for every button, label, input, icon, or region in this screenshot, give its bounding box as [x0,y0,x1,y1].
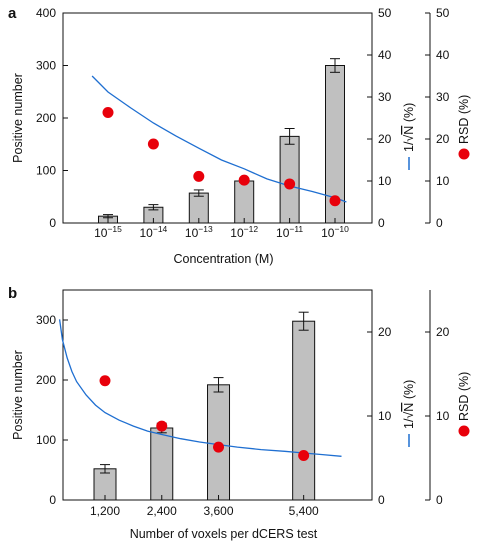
right1-tick-label: 50 [378,6,392,20]
y-tick-label: 200 [36,373,56,387]
right2-tick-label: 10 [436,409,450,423]
right1-axis-label-group: 1/√N (%) [402,380,416,447]
x-tick-base: 10 [140,226,154,240]
rsd-point [213,441,225,453]
right2-axis-label: RSD (%) [457,95,471,144]
right2-tick-label: 30 [436,90,450,104]
right2-tick-label: 50 [436,6,450,20]
right1-tick-label: 20 [378,325,392,339]
right2-tick-label: 40 [436,48,450,62]
inverse-sqrt-n-line [91,75,347,203]
right2-axis-label-group: RSD (%) [457,95,471,160]
right2-tick-label: 10 [436,174,450,188]
x-tick-label: 10−10 [321,224,349,240]
y-tick-label: 200 [36,111,56,125]
rsd-point [147,138,159,150]
right2-axis-label-group: RSD (%) [457,372,471,437]
rsd-point [298,449,310,461]
x-tick-label: 5,400 [289,504,319,518]
right2-tick-label: 0 [436,493,443,507]
x-tick-exponent: −12 [244,224,259,234]
right1-tick-label: 10 [378,409,392,423]
dot-legend-swatch [458,425,470,437]
y-axis-label: Positive number [11,73,25,163]
right2-tick-label: 20 [436,132,450,146]
rsd-point [284,178,296,190]
y-tick-label: 400 [36,6,56,20]
y-tick-label: 300 [36,59,56,73]
sqrt-sign: √ [402,135,416,142]
y-tick-label: 100 [36,433,56,447]
x-tick-label: 10−12 [230,224,258,240]
x-tick-base: 10 [321,226,335,240]
label-suffix: (%) [402,380,416,403]
x-tick-exponent: −15 [107,224,122,234]
right2-tick-label: 20 [436,325,450,339]
bar [150,427,174,501]
y-tick-label: 0 [49,493,56,507]
x-tick-exponent: −11 [289,224,303,234]
right2-axis-label: RSD (%) [457,372,471,421]
label-prefix: 1/ [402,418,416,429]
x-tick-base: 10 [94,226,108,240]
y-tick-label: 100 [36,164,56,178]
rsd-point [238,174,250,186]
sqrt-sign: √ [402,412,416,419]
x-tick-label: 3,600 [204,504,234,518]
rsd-point [329,195,341,207]
y-tick-label: 0 [49,216,56,230]
panel-letter: a [8,5,17,22]
x-tick-label: 10−14 [140,224,168,240]
right1-tick-label: 40 [378,48,392,62]
x-tick-base: 10 [230,226,244,240]
label-n: N [402,403,416,412]
x-tick-label: 10−13 [185,224,213,240]
right1-axis-label: 1/√N (%) [402,103,416,152]
x-tick-exponent: −10 [334,224,349,234]
right1-tick-label: 0 [378,493,385,507]
y-axis-label: Positive number [11,350,25,440]
label-n: N [402,126,416,135]
x-tick-exponent: −14 [153,224,168,234]
right1-tick-label: 0 [378,216,385,230]
rsd-point [99,375,111,387]
x-tick-label: 1,200 [90,504,120,518]
label-prefix: 1/ [402,141,416,152]
x-tick-label: 2,400 [147,504,177,518]
right1-tick-label: 10 [378,174,392,188]
right2-tick-label: 0 [436,216,443,230]
x-tick-base: 10 [185,226,199,240]
right1-axis-label: 1/√N (%) [402,380,416,429]
x-axis-label: Concentration (M) [173,252,273,266]
right1-tick-label: 30 [378,90,392,104]
bar [234,180,255,224]
right1-tick-label: 20 [378,132,392,146]
x-tick-label: 10−11 [276,224,303,240]
panel-letter: b [8,285,17,302]
rsd-point [102,107,114,119]
rsd-point [193,170,205,182]
x-axis-label: Number of voxels per dCERS test [130,527,318,541]
x-tick-label: 10−15 [94,224,122,240]
label-suffix: (%) [402,103,416,126]
x-tick-base: 10 [276,226,290,240]
inverse-sqrt-n-line [58,319,342,457]
y-tick-label: 300 [36,313,56,327]
right1-axis-label-group: 1/√N (%) [402,103,416,170]
x-tick-exponent: −13 [198,224,213,234]
dot-legend-swatch [458,148,470,160]
rsd-point [156,420,168,432]
bar [292,320,316,501]
